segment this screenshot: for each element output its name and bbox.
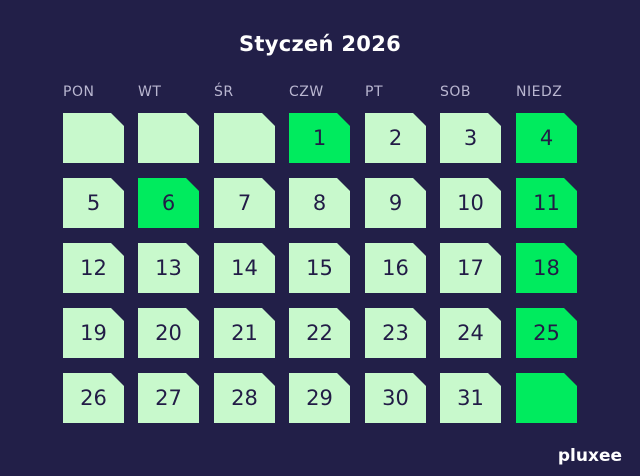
day-cell[interactable]: 2 [365, 113, 426, 163]
empty-cell [138, 113, 199, 163]
day-cell[interactable]: 11 [516, 178, 577, 228]
day-cell[interactable]: 26 [63, 373, 124, 423]
day-cell[interactable]: 4 [516, 113, 577, 163]
weekday-header: PT [365, 84, 383, 100]
weekday-header: CZW [289, 84, 324, 100]
weekday-header: NIEDZ [516, 84, 563, 100]
day-cell[interactable]: 16 [365, 243, 426, 293]
day-cell[interactable]: 7 [214, 178, 275, 228]
day-cell[interactable]: 3 [440, 113, 501, 163]
day-cell[interactable]: 6 [138, 178, 199, 228]
day-cell[interactable]: 19 [63, 308, 124, 358]
day-cell[interactable]: 31 [440, 373, 501, 423]
day-cell[interactable]: 24 [440, 308, 501, 358]
day-cell[interactable]: 10 [440, 178, 501, 228]
day-cell[interactable]: 14 [214, 243, 275, 293]
weekday-header: WT [138, 84, 162, 100]
day-cell[interactable]: 29 [289, 373, 350, 423]
empty-cell [63, 113, 124, 163]
day-cell[interactable]: 15 [289, 243, 350, 293]
pluxee-logo: pluxee [557, 446, 622, 466]
calendar-title: Styczeń 2026 [238, 32, 402, 56]
day-cell[interactable]: 5 [63, 178, 124, 228]
day-cell[interactable]: 8 [289, 178, 350, 228]
day-cell[interactable]: 18 [516, 243, 577, 293]
day-cell[interactable]: 30 [365, 373, 426, 423]
day-cell[interactable]: 25 [516, 308, 577, 358]
day-cell[interactable]: 17 [440, 243, 501, 293]
day-cell[interactable]: 21 [214, 308, 275, 358]
empty-cell [214, 113, 275, 163]
day-cell[interactable]: 9 [365, 178, 426, 228]
day-cell[interactable]: 20 [138, 308, 199, 358]
weekday-header: PON [63, 84, 95, 100]
day-cell[interactable]: 12 [63, 243, 124, 293]
day-cell[interactable]: 13 [138, 243, 199, 293]
day-cell[interactable]: 27 [138, 373, 199, 423]
day-cell[interactable]: 1 [289, 113, 350, 163]
day-cell[interactable]: 28 [214, 373, 275, 423]
weekday-header: ŚR [214, 84, 234, 100]
day-cell[interactable]: 22 [289, 308, 350, 358]
empty-cell [516, 373, 577, 423]
weekday-header: SOB [440, 84, 472, 100]
day-cell[interactable]: 23 [365, 308, 426, 358]
